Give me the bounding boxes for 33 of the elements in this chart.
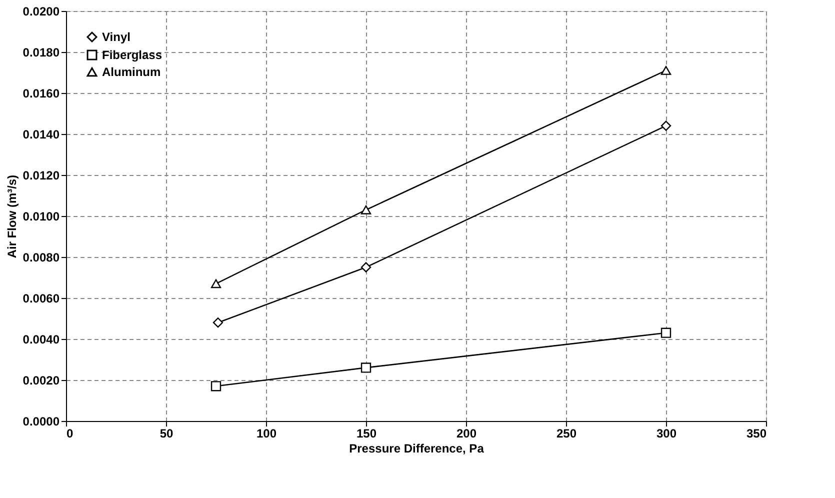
point — [212, 318, 224, 328]
y-tick-label: 0.0100 — [22, 210, 60, 224]
point — [660, 328, 672, 338]
point — [660, 66, 672, 75]
x-tick-label: 150 — [356, 426, 377, 440]
x-tick-label: 100 — [256, 426, 277, 440]
y-tick-label: 0.0120 — [22, 168, 60, 182]
legend-label: Fiberglass — [102, 48, 162, 62]
x-tick-label: 200 — [456, 426, 477, 440]
x-tick-label: 350 — [746, 426, 767, 440]
y-tick-label: 0.0080 — [22, 250, 60, 264]
x-tick-label: 50 — [160, 426, 174, 440]
y-tick-label: 0.0020 — [22, 374, 60, 388]
x-tick-label: 0 — [66, 426, 74, 440]
legend-label: Aluminum — [102, 65, 161, 79]
y-tick-label: 0.0200 — [22, 4, 60, 18]
x-tick-label: 250 — [556, 426, 577, 440]
point — [210, 279, 222, 288]
point — [660, 120, 672, 131]
x-axis-title: Pressure Difference, Pa — [349, 442, 484, 456]
point — [360, 362, 372, 373]
y-tick-label: 0.0140 — [22, 128, 60, 142]
y-tick-label: 0.0060 — [22, 292, 60, 306]
y-tick-label: 0.0040 — [22, 332, 60, 346]
point — [210, 381, 222, 392]
y-tick-label: 0.0180 — [22, 46, 60, 60]
x-tick-label: 300 — [656, 426, 677, 440]
y-tick-label: 0.0160 — [22, 86, 60, 100]
y-tick-label: 0.0000 — [22, 414, 60, 428]
point — [360, 205, 372, 214]
legend-label: Vinyl — [102, 30, 130, 44]
point — [360, 262, 372, 272]
y-axis-title: Air Flow (m³/s) — [4, 174, 19, 258]
